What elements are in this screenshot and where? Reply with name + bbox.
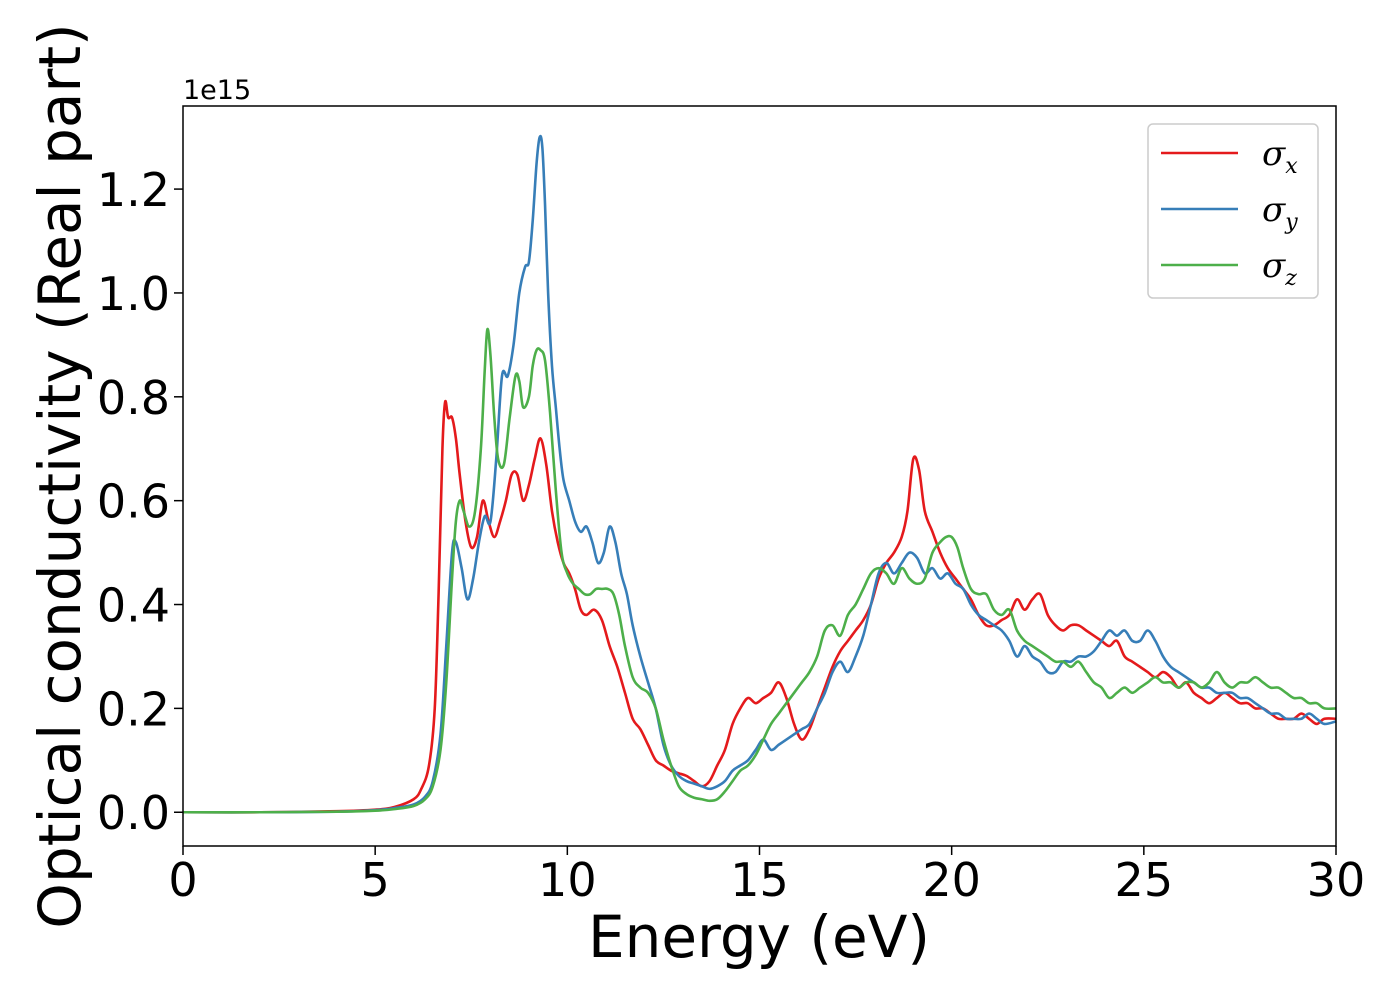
x-tick-label: 15: [730, 853, 789, 907]
ticks-layer: 0 5 10 15 20 25 30 0.0 0.2 0.4 0.6 0.8 1.0 1.2: [97, 163, 1365, 907]
y-tick-label: 1.2: [97, 163, 170, 217]
y-offset-label: 1e15: [183, 75, 251, 106]
series-line-z: [183, 327, 1336, 814]
x-tick-label: 5: [361, 853, 390, 907]
x-tick-label: 25: [1115, 853, 1174, 907]
x-tick-label: 30: [1307, 853, 1366, 907]
series-line-x: [183, 399, 1336, 814]
legend-label-z: σz: [1262, 246, 1297, 291]
legend-symbol: σ: [1262, 134, 1286, 174]
y-tick-label: 0.0: [97, 786, 170, 840]
x-tick-label: 0: [168, 853, 197, 907]
legend-subscript: y: [1284, 210, 1298, 235]
legend-label-x: σx: [1262, 134, 1298, 179]
y-axis-label: Optical conductivity (Real part): [26, 23, 94, 928]
legend-subscript: z: [1284, 266, 1297, 291]
series-line-y: [183, 134, 1336, 814]
y-tick-label: 0.2: [97, 682, 170, 736]
legend-symbol: σ: [1262, 246, 1286, 286]
y-tick-label: 0.6: [97, 475, 170, 529]
legend-frame: [1147, 123, 1319, 299]
x-axis-label: Energy (eV): [588, 903, 930, 971]
legend-label-y: σy: [1262, 190, 1298, 235]
y-tick-label: 0.8: [97, 371, 170, 425]
y-tick-label: 0.4: [97, 579, 170, 633]
y-tick-label: 1.0: [97, 267, 170, 321]
x-tick-label: 20: [922, 853, 981, 907]
series-layer: [183, 134, 1336, 814]
legend-symbol: σ: [1262, 190, 1286, 230]
legend-subscript: x: [1285, 154, 1298, 179]
x-tick-label: 10: [538, 853, 597, 907]
